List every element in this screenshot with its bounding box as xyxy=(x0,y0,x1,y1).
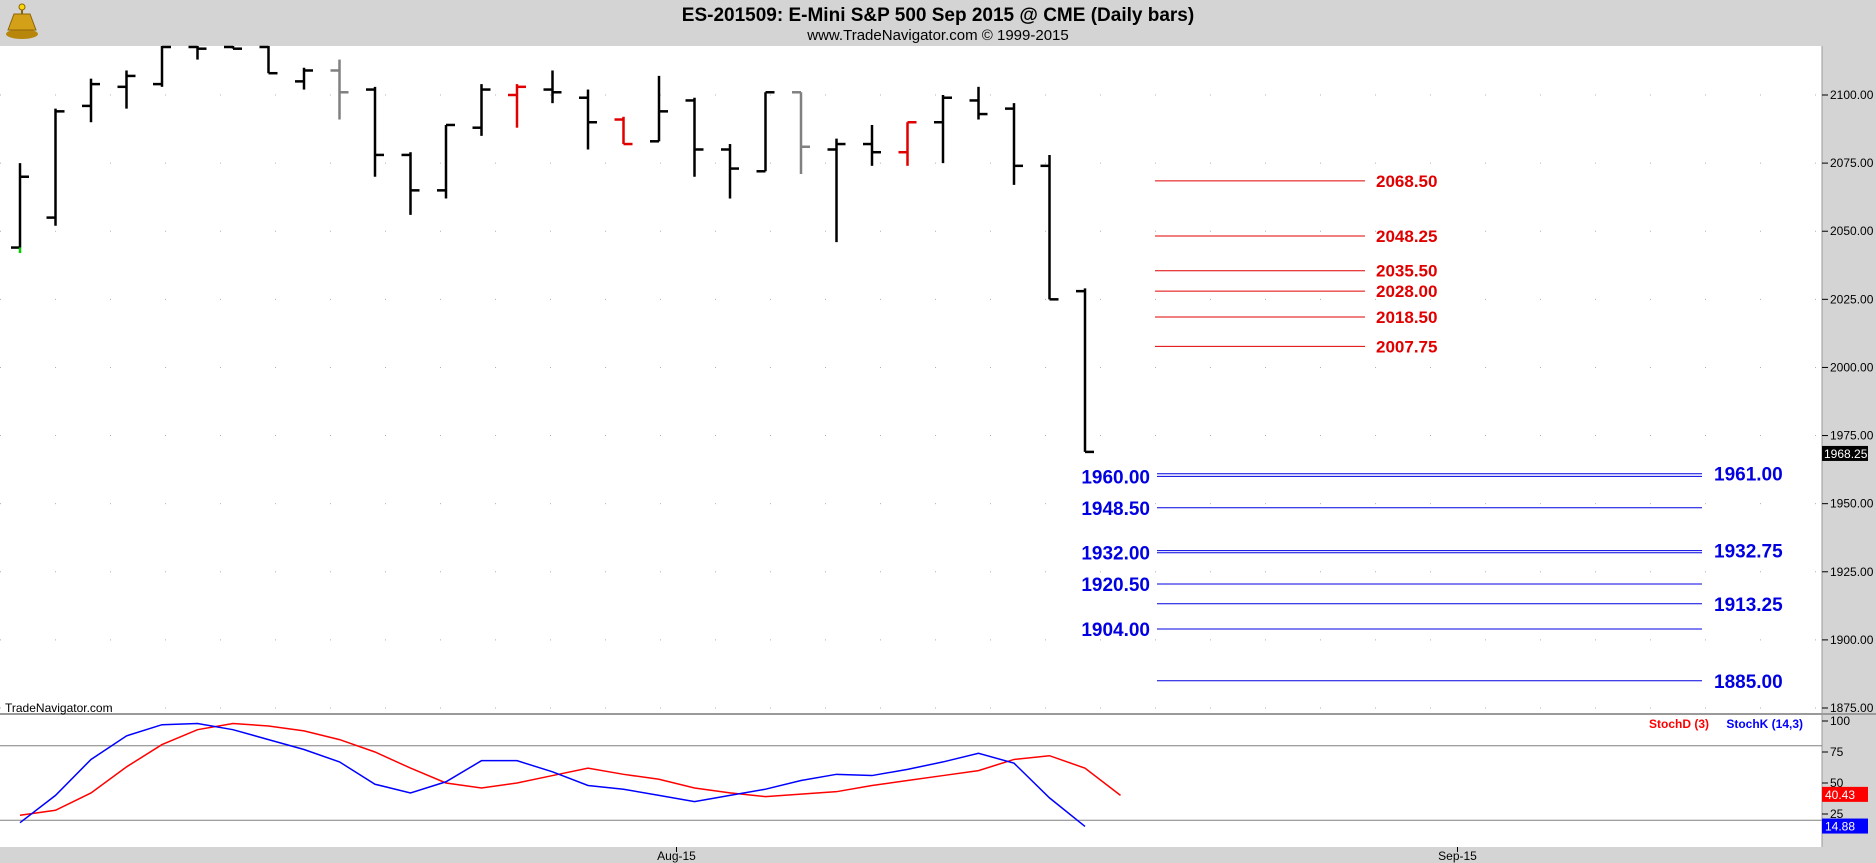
price-tick-label: 2000.00 xyxy=(1830,360,1874,374)
ohlc-bar xyxy=(1076,288,1094,454)
ohlc-bar xyxy=(579,89,597,150)
ohlc-bar xyxy=(508,84,526,128)
stoch-panel[interactable] xyxy=(0,715,1822,847)
legend-stoch-d: StochD (3) xyxy=(1649,717,1709,731)
stoch-k-line xyxy=(19,722,1086,827)
resistance-level-label: 2068.50 xyxy=(1376,172,1437,191)
date-tick-label: Aug-15 xyxy=(657,849,696,863)
price-tick-label: 1900.00 xyxy=(1830,633,1874,647)
resistance-level-label: 2028.00 xyxy=(1376,282,1437,301)
support-level-label-right: 1932.75 xyxy=(1714,542,1783,563)
last-price-badge xyxy=(1822,445,1868,461)
ohlc-bar xyxy=(685,97,704,177)
resistance-level-label: 2007.75 xyxy=(1376,337,1437,356)
support-level-label-right: 1961.00 xyxy=(1714,465,1783,486)
ohlc-bar xyxy=(330,59,349,120)
ohlc-bar xyxy=(650,75,668,143)
trade-navigator-logo-icon[interactable] xyxy=(6,3,38,39)
legend-stoch-k: StochK (14,3) xyxy=(1726,717,1803,731)
ohlc-bar xyxy=(827,138,846,243)
price-tick-label: 1925.00 xyxy=(1830,565,1874,579)
ohlc-bar xyxy=(543,70,562,104)
chart-title: ES-201509: E-Mini S&P 500 Sep 2015 @ CME… xyxy=(682,5,1194,26)
price-tick-label: 2075.00 xyxy=(1830,156,1874,170)
ohlc-bar xyxy=(259,45,278,75)
resistance-level-label: 2048.25 xyxy=(1376,227,1437,246)
ohlc-bars xyxy=(11,45,1094,454)
price-tick-label: 1875.00 xyxy=(1830,701,1874,715)
stoch-tick-label: 100 xyxy=(1830,714,1850,728)
support-level-label-left: 1920.50 xyxy=(1081,575,1150,596)
price-tick-label: 1950.00 xyxy=(1830,497,1874,511)
ohlc-bar xyxy=(934,95,952,164)
support-level-label-right: 1885.00 xyxy=(1714,672,1783,693)
ohlc-bar xyxy=(1005,103,1023,185)
stoch-k-value: 14.88 xyxy=(1825,820,1855,834)
ohlc-bar xyxy=(11,163,29,249)
support-level-label-left: 1960.00 xyxy=(1081,467,1150,488)
ohlc-bar xyxy=(295,67,313,90)
ohlc-bar xyxy=(898,120,917,166)
ohlc-bar xyxy=(721,144,739,199)
ohlc-bar xyxy=(366,86,384,177)
stoch-d-line xyxy=(19,722,1121,816)
resistance-level-label: 2035.50 xyxy=(1376,262,1437,281)
ohlc-bar xyxy=(153,45,171,87)
plot-area[interactable] xyxy=(0,46,1822,713)
price-tick-label: 1975.00 xyxy=(1830,429,1874,443)
support-level-label-left: 1932.00 xyxy=(1081,544,1150,565)
price-tick-label: 2050.00 xyxy=(1830,224,1874,238)
ohlc-bar xyxy=(437,123,455,199)
support-level-label-right: 1913.25 xyxy=(1714,595,1783,616)
ohlc-bar xyxy=(863,124,881,166)
date-tick-label: Sep-15 xyxy=(1438,849,1477,863)
price-tick-label: 2025.00 xyxy=(1830,292,1874,306)
support-level-label-left: 1904.00 xyxy=(1081,620,1150,641)
stochastic-indicator: 100 75 50 25 xyxy=(0,714,1850,827)
ohlc-bar xyxy=(969,86,988,120)
stoch-d-value: 40.43 xyxy=(1825,788,1855,802)
ohlc-bar xyxy=(1040,154,1059,301)
ohlc-bar xyxy=(472,84,491,136)
ohlc-bar xyxy=(46,108,65,226)
ohlc-bar xyxy=(792,91,810,175)
ohlc-bar xyxy=(614,116,633,146)
price-tick-label: 2100.00 xyxy=(1830,88,1874,102)
support-level-label-left: 1948.50 xyxy=(1081,499,1150,520)
ohlc-bar xyxy=(117,70,136,109)
resistance-level-label: 2018.50 xyxy=(1376,308,1437,327)
ohlc-bar xyxy=(188,45,207,60)
stoch-tick-label: 25 xyxy=(1830,807,1844,821)
stoch-k-value-badge xyxy=(1822,818,1868,834)
chart-subtitle: www.TradeNavigator.com © 1999-2015 xyxy=(806,27,1068,44)
ohlc-bar xyxy=(82,78,100,123)
stoch-tick-label: 50 xyxy=(1830,776,1844,790)
price-axis-ticks: 2100.00 2075.00 2050.00 2025.00 2000.00 1975.… xyxy=(1822,88,1874,715)
ohlc-bar xyxy=(224,45,242,50)
ohlc-bar xyxy=(756,91,775,173)
ohlc-bar xyxy=(401,152,420,215)
stoch-tick-label: 75 xyxy=(1830,745,1844,759)
watermark-label: TradeNavigator.com xyxy=(5,701,113,715)
date-axis-labels: Aug-15 Sep-15 xyxy=(657,847,1477,863)
last-price-label: 1968.25 xyxy=(1824,447,1868,461)
stoch-d-value-badge xyxy=(1822,786,1868,802)
